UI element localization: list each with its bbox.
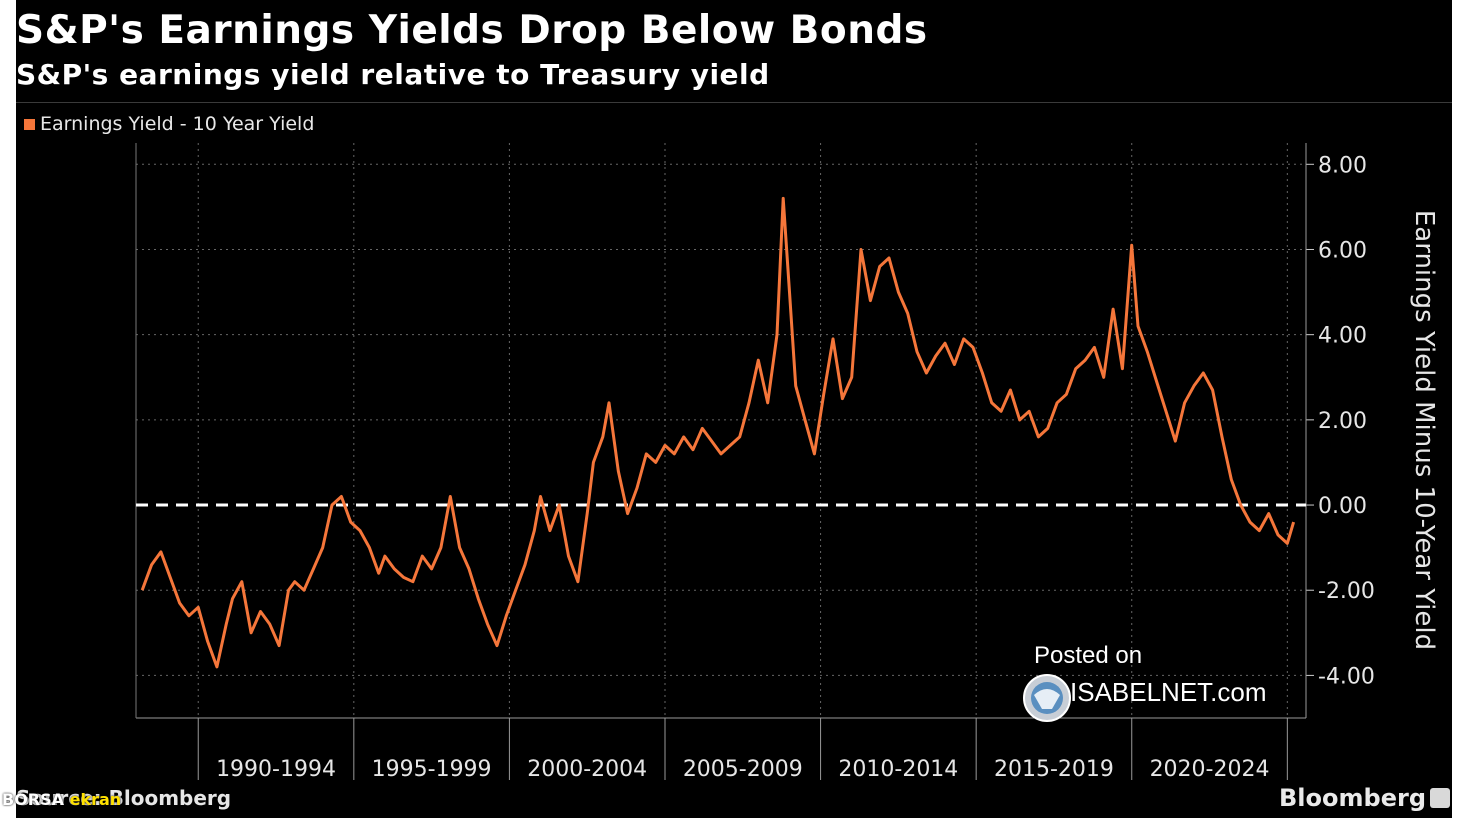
x-tick-label: 1990-1994 [216,757,336,782]
x-tick-label: 2005-2009 [683,757,803,782]
line-chart: 8.00 6.00 4.00 2.00 0.00 -2.00 -4.00 1990-1994 1… [135,143,1439,782]
bloomberg-terminal-icon [1430,788,1450,808]
y-tick-label: -4.00 [1318,664,1375,689]
watermark-site: ISABELNET.com [1070,677,1267,707]
x-tick-label: 2015-2019 [994,757,1114,782]
legend-swatch [24,118,35,130]
x-tick-label: 1995-1999 [372,757,492,782]
chart-subtitle: S&P's earnings yield relative to Treasur… [16,58,770,91]
isabelnet-logo-icon [1023,674,1071,722]
x-tick-label: 2020-2024 [1150,757,1270,782]
x-tick-label: 2010-2014 [838,757,958,782]
source-label: Source: Bloomberg [16,786,232,810]
legend: Earnings Yield - 10 Year Yield [24,113,314,135]
y-tick-label: 6.00 [1318,238,1367,263]
overlay-brand: BORSA ekran [2,790,121,809]
x-tick-label: 2000-2004 [527,757,647,782]
watermark-posted-on: Posted on [1034,642,1143,669]
y-tick-label: 4.00 [1318,324,1367,349]
y-tick-label: 8.00 [1318,153,1367,178]
bloomberg-brand: Bloomberg [1279,784,1426,812]
series-line [140,196,1296,669]
legend-label: Earnings Yield - 10 Year Yield [40,113,315,135]
chart-title: S&P's Earnings Yields Drop Below Bonds [16,8,928,53]
overlay-brand-highlight: ekran [69,790,122,809]
overlay-brand-prefix: BORSA [2,790,70,809]
y-axis-title: Earnings Yield Minus 10-Year Yield [1409,210,1439,650]
y-tick-label: -2.00 [1318,579,1375,604]
y-tick-label: 0.00 [1318,494,1367,519]
header-divider [16,102,1452,103]
y-tick-label: 2.00 [1318,409,1367,434]
